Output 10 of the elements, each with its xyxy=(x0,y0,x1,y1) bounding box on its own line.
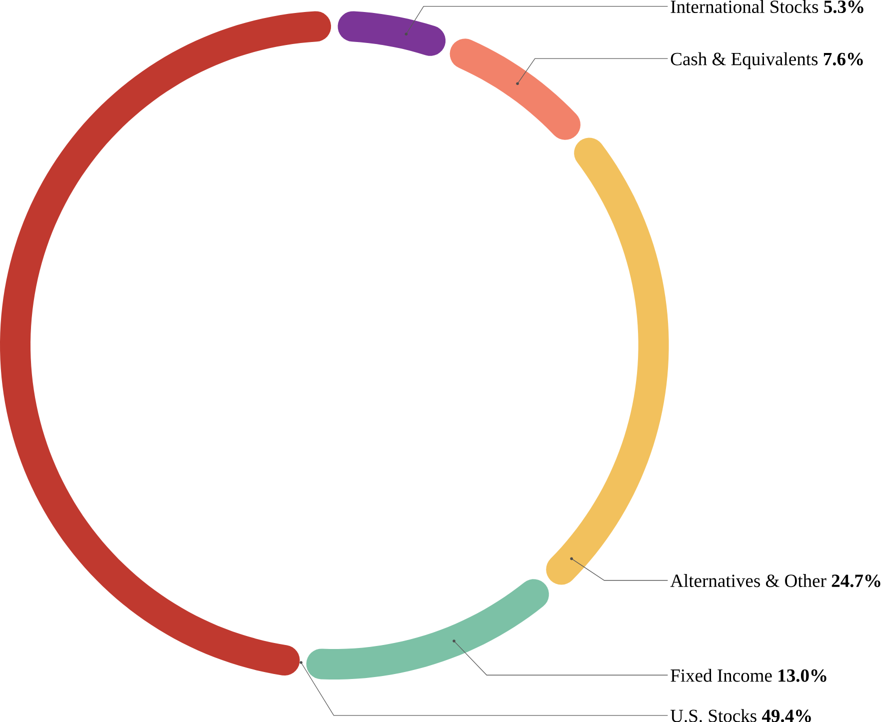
data-label: 49.4% xyxy=(762,710,811,722)
slice-label: International Stocks xyxy=(670,0,818,13)
slice-label: U.S. Stocks xyxy=(670,709,756,722)
data-label: 13.0% xyxy=(778,669,826,682)
data-label: 5.3% xyxy=(824,0,864,13)
slice-label: Alternatives & Other xyxy=(670,574,826,587)
data-label: 24.7% xyxy=(832,574,880,588)
slice-label: Fixed Income xyxy=(670,668,772,682)
data-label: 7.6% xyxy=(824,52,863,66)
slice-label: Cash & Equivalents xyxy=(670,52,818,69)
